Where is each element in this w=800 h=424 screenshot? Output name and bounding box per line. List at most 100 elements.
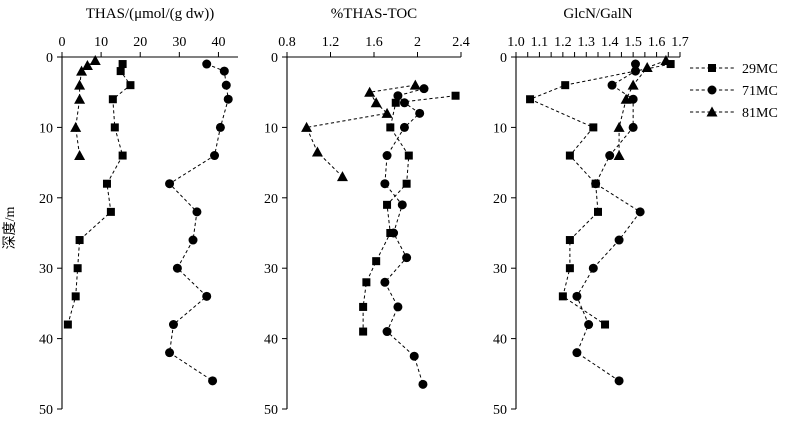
- legend: 29MC 71MC 81MC: [690, 62, 778, 121]
- data-point-29MC: [601, 320, 610, 329]
- data-point-71MC: [192, 207, 202, 217]
- legend-marker: [706, 106, 718, 117]
- data-point-81MC: [409, 79, 421, 90]
- data-point-71MC: [635, 207, 645, 217]
- data-point-71MC: [630, 59, 640, 69]
- data-point-29MC: [63, 320, 72, 329]
- legend-label: 81MC: [742, 106, 778, 121]
- y-tick-label: 40: [493, 333, 507, 348]
- y-tick-label: 20: [264, 192, 278, 207]
- data-point-81MC: [81, 59, 93, 70]
- series-line-71MC: [576, 64, 641, 382]
- data-point-71MC: [208, 376, 218, 386]
- series-line-29MC: [362, 95, 456, 332]
- data-point-81MC: [660, 55, 672, 66]
- data-point-29MC: [565, 264, 574, 273]
- data-point-81MC: [311, 146, 323, 157]
- data-point-71MC: [202, 59, 212, 69]
- x-tick-label: 1.1: [531, 35, 549, 50]
- data-point-71MC: [607, 80, 617, 90]
- y-tick-label: 10: [493, 121, 507, 136]
- x-tick-label: 1.4: [601, 35, 619, 50]
- x-tick-label: 1.5: [624, 35, 642, 50]
- y-tick-label: 50: [493, 403, 507, 418]
- data-point-81MC: [74, 79, 86, 90]
- data-point-71MC: [380, 277, 390, 287]
- data-point-71MC: [393, 91, 403, 101]
- x-tick-label: 20: [133, 35, 147, 50]
- data-point-71MC: [415, 108, 425, 118]
- series-81MC: [70, 55, 101, 161]
- data-point-29MC: [451, 91, 460, 100]
- x-tick-label: 1.2: [554, 35, 572, 50]
- data-point-81MC: [627, 79, 639, 90]
- y-tick-label: 40: [264, 333, 278, 348]
- data-point-81MC: [364, 86, 376, 97]
- y-tick-label: 10: [39, 121, 53, 136]
- legend-marker: [707, 85, 717, 95]
- data-point-71MC: [628, 94, 638, 104]
- data-point-71MC: [399, 98, 409, 108]
- data-point-71MC: [389, 228, 399, 238]
- x-tick-label: 40: [211, 35, 225, 50]
- data-point-29MC: [561, 81, 570, 90]
- y-tick-label: 0: [271, 51, 278, 66]
- x-tick-label: 1.2: [322, 35, 340, 50]
- legend-item-81MC: 81MC: [690, 106, 778, 121]
- panel-title: THAS/(μmol/(g dw)): [86, 6, 214, 22]
- data-point-29MC: [404, 151, 413, 160]
- data-point-81MC: [74, 93, 86, 104]
- series-71MC: [380, 84, 429, 389]
- series-29MC: [63, 60, 135, 329]
- data-point-29MC: [565, 236, 574, 245]
- data-point-71MC: [223, 94, 233, 104]
- data-point-71MC: [219, 66, 229, 76]
- data-point-29MC: [359, 302, 368, 311]
- series-81MC: [613, 55, 672, 161]
- data-point-29MC: [565, 151, 574, 160]
- y-tick-label: 50: [264, 403, 278, 418]
- data-point-71MC: [221, 80, 231, 90]
- panel-3: GlcN/GalN 1.0 1.1 1.2 1.3 1.4 1.5 1.6 1.7 0 10 20 30…: [493, 6, 689, 418]
- data-point-71MC: [215, 122, 225, 132]
- y-tick-label: 40: [39, 333, 53, 348]
- data-point-71MC: [397, 200, 407, 210]
- y-tick-label: 50: [39, 403, 53, 418]
- data-point-71MC: [630, 66, 640, 76]
- data-point-29MC: [110, 123, 119, 132]
- data-point-71MC: [393, 302, 403, 312]
- x-tick-label: 1.6: [365, 35, 383, 50]
- y-tick-label: 0: [500, 51, 507, 66]
- data-point-81MC: [74, 150, 86, 161]
- data-point-71MC: [188, 235, 198, 245]
- panel-title: %THAS-TOC: [331, 6, 417, 22]
- data-point-71MC: [402, 253, 412, 263]
- legend-item-29MC: 29MC: [690, 62, 778, 77]
- y-tick-label: 0: [46, 51, 53, 66]
- data-point-71MC: [614, 376, 624, 386]
- data-point-71MC: [210, 151, 220, 161]
- data-point-29MC: [594, 207, 602, 216]
- data-point-71MC: [382, 327, 392, 337]
- x-tick-label: 30: [172, 35, 186, 50]
- legend-marker: [708, 64, 716, 72]
- x-tick-label: 1.0: [507, 35, 525, 50]
- data-point-29MC: [359, 327, 368, 336]
- data-point-29MC: [118, 151, 127, 160]
- panel-title: GlcN/GalN: [563, 6, 632, 22]
- legend-item-71MC: 71MC: [690, 84, 778, 99]
- data-point-29MC: [71, 292, 80, 301]
- x-tick-label: 0: [59, 35, 66, 50]
- data-point-81MC: [336, 171, 348, 182]
- data-point-81MC: [613, 150, 625, 161]
- data-point-71MC: [419, 84, 429, 94]
- data-point-81MC: [370, 97, 382, 108]
- data-point-71MC: [172, 263, 182, 273]
- x-tick-label: 0.8: [278, 35, 296, 50]
- data-point-71MC: [572, 348, 582, 358]
- data-point-81MC: [301, 121, 313, 132]
- chart-panels: THAS/(μmol/(g dw))0 10 20 30 4001020304050%T…: [39, 6, 689, 418]
- x-tick-label: 1.7: [671, 35, 689, 50]
